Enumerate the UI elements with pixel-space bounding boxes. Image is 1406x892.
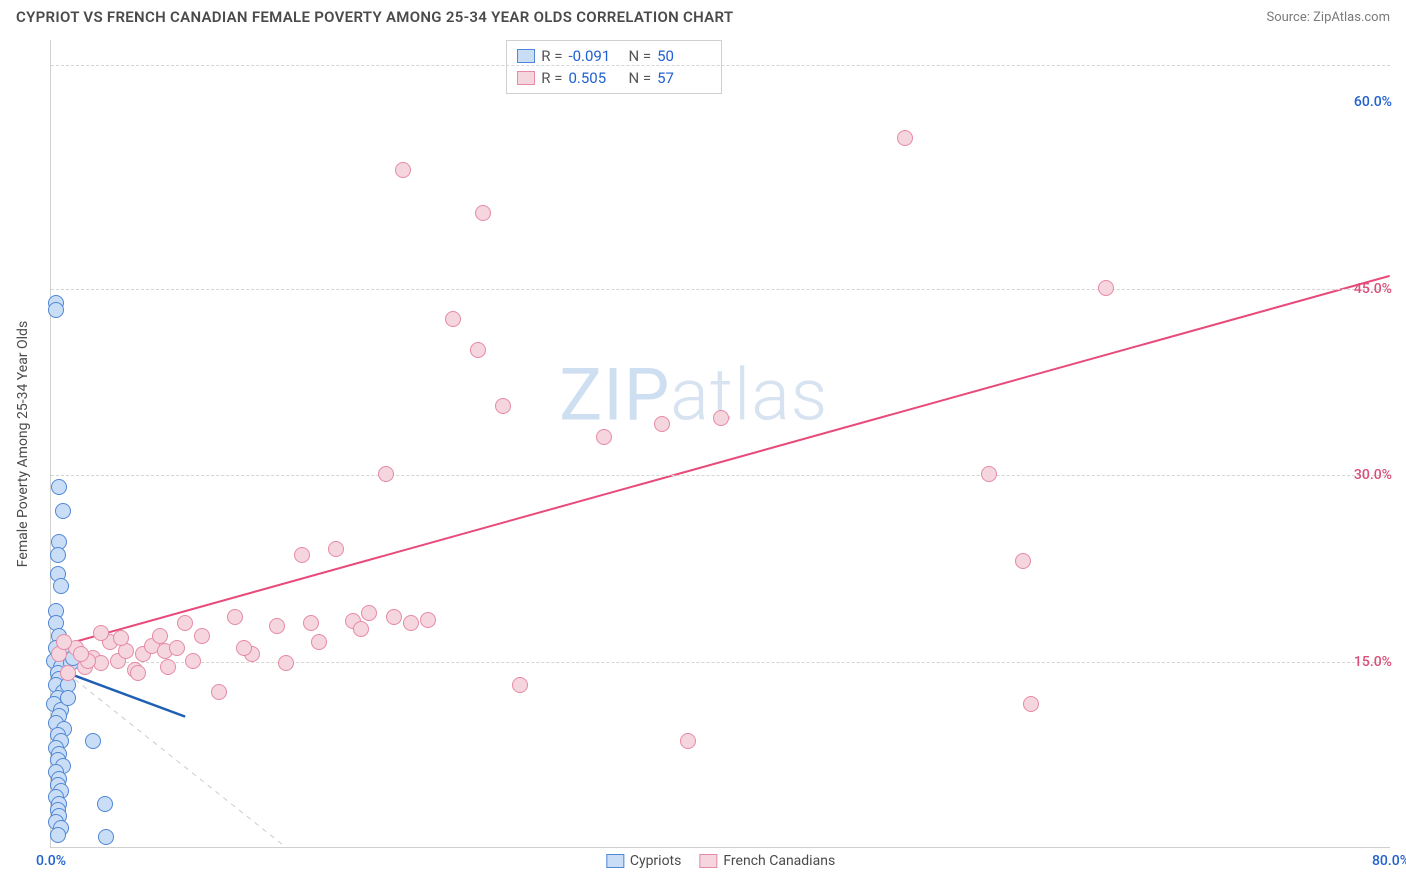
source-label: Source: ZipAtlas.com	[1266, 10, 1390, 25]
data-point	[378, 466, 394, 482]
chart-title: CYPRIOT VS FRENCH CANADIAN FEMALE POVERT…	[16, 8, 733, 26]
data-point	[420, 612, 436, 628]
data-point	[512, 677, 528, 693]
data-point	[311, 634, 327, 650]
legend-item: Cypriots	[606, 853, 682, 869]
legend-stats-box: R = -0.091 N = 50 R = 0.505 N = 57	[506, 40, 722, 94]
gridline	[51, 65, 1390, 66]
data-point	[56, 634, 72, 650]
data-point	[50, 547, 66, 563]
legend-label: Cypriots	[630, 853, 682, 869]
data-point	[303, 615, 319, 631]
data-point	[353, 621, 369, 637]
data-point	[981, 466, 997, 482]
x-tick-label: 0.0%	[36, 853, 66, 869]
data-point	[1015, 553, 1031, 569]
legend-swatch	[517, 49, 535, 63]
gridline	[51, 475, 1390, 476]
data-point	[55, 503, 71, 519]
legend-swatch	[517, 71, 535, 85]
y-tick-label: 45.0%	[1332, 281, 1392, 297]
data-point	[93, 655, 109, 671]
x-tick-label: 80.0%	[1372, 853, 1406, 869]
data-point	[897, 130, 913, 146]
y-tick-label: 30.0%	[1332, 467, 1392, 483]
bottom-legend: Cypriots French Canadians	[606, 853, 835, 869]
r-label: R =	[541, 67, 562, 89]
legend-stat-row: R = 0.505 N = 57	[517, 67, 711, 89]
data-point	[596, 429, 612, 445]
data-point	[386, 609, 402, 625]
data-point	[495, 398, 511, 414]
n-value: 50	[657, 45, 711, 67]
r-value: -0.091	[568, 45, 622, 67]
data-point	[445, 311, 461, 327]
data-point	[227, 609, 243, 625]
n-label: N =	[628, 45, 651, 67]
data-point	[152, 628, 168, 644]
data-point	[713, 410, 729, 426]
data-point	[403, 615, 419, 631]
legend-stat-row: R = -0.091 N = 50	[517, 45, 711, 67]
data-point	[169, 640, 185, 656]
legend-swatch	[699, 854, 717, 868]
watermark: ZIPatlas	[559, 353, 828, 438]
legend-swatch	[606, 854, 624, 868]
data-point	[361, 605, 377, 621]
data-point	[130, 665, 146, 681]
data-point	[85, 733, 101, 749]
data-point	[294, 547, 310, 563]
scatter-chart: Female Poverty Among 25-34 Year Olds ZIP…	[50, 40, 1390, 848]
data-point	[236, 640, 252, 656]
data-point	[53, 578, 69, 594]
data-point	[160, 659, 176, 675]
y-tick-label: 60.0%	[1332, 94, 1392, 110]
n-value: 57	[657, 67, 711, 89]
data-point	[269, 618, 285, 634]
y-axis-label: Female Poverty Among 25-34 Year Olds	[15, 320, 31, 566]
data-point	[654, 416, 670, 432]
data-point	[328, 541, 344, 557]
data-point	[60, 690, 76, 706]
data-point	[97, 796, 113, 812]
gridline	[51, 289, 1390, 290]
r-value: 0.505	[568, 67, 622, 89]
data-point	[93, 625, 109, 641]
legend-label: French Canadians	[723, 853, 835, 869]
data-point	[113, 630, 129, 646]
data-point	[278, 655, 294, 671]
data-point	[177, 615, 193, 631]
data-point	[73, 646, 89, 662]
data-point	[211, 684, 227, 700]
legend-item: French Canadians	[699, 853, 835, 869]
data-point	[48, 302, 64, 318]
data-point	[98, 829, 114, 845]
data-point	[470, 342, 486, 358]
data-point	[51, 479, 67, 495]
y-tick-label: 15.0%	[1332, 654, 1392, 670]
data-point	[1023, 696, 1039, 712]
data-point	[1098, 280, 1114, 296]
data-point	[395, 162, 411, 178]
r-label: R =	[541, 45, 562, 67]
data-point	[50, 827, 66, 843]
data-point	[60, 665, 76, 681]
data-point	[680, 733, 696, 749]
n-label: N =	[628, 67, 651, 89]
data-point	[194, 628, 210, 644]
data-point	[185, 653, 201, 669]
data-point	[475, 205, 491, 221]
